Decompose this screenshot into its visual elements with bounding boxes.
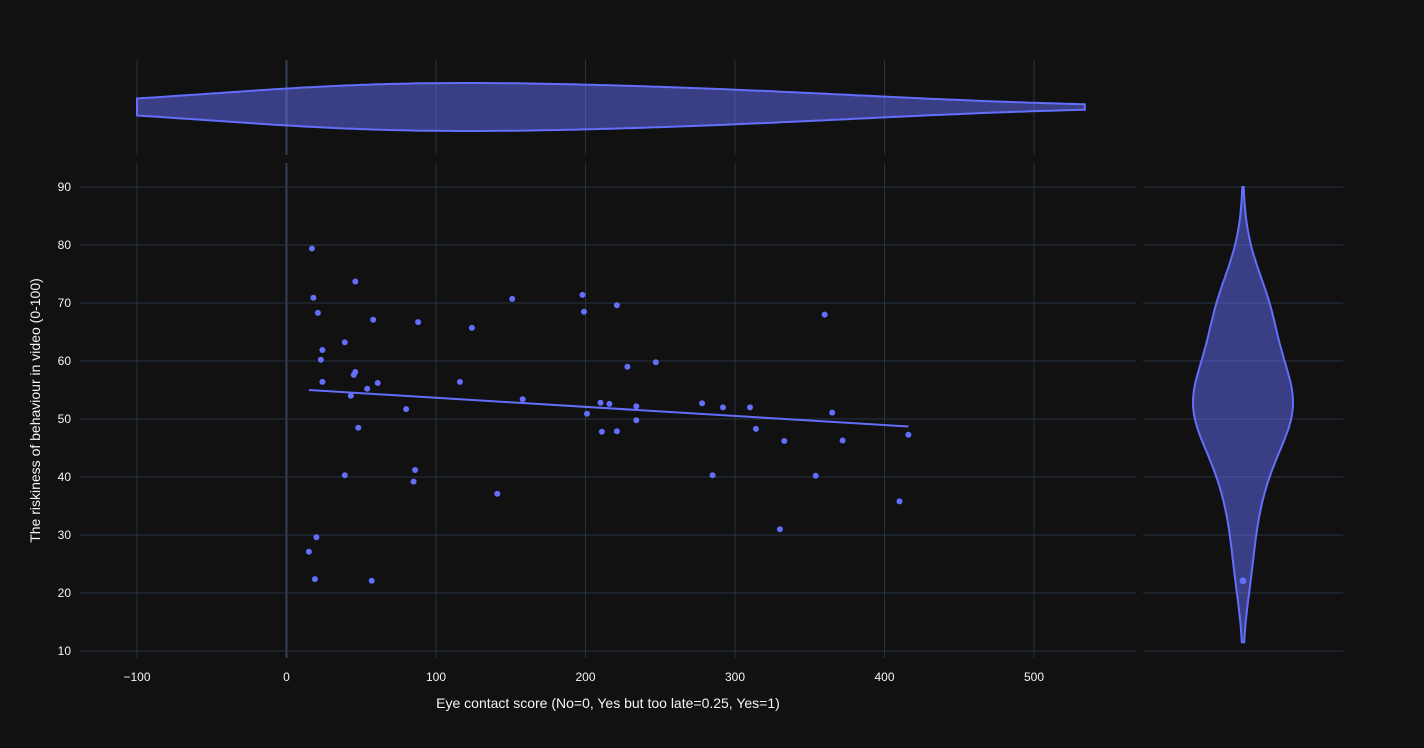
- scatter-point: [403, 406, 410, 413]
- scatter-points: [305, 245, 912, 584]
- scatter-point: [633, 403, 640, 410]
- scatter-point: [720, 404, 726, 411]
- scatter-point: [456, 378, 463, 385]
- scatter-point: [368, 577, 375, 584]
- scatter-point: [519, 396, 526, 403]
- scatter-point: [839, 437, 846, 444]
- y-tick-label: 90: [58, 180, 72, 194]
- scatter-point: [812, 472, 819, 479]
- x-axis-title: Eye contact score (No=0, Yes but too lat…: [436, 695, 780, 711]
- x-tick-label: 500: [1024, 670, 1044, 684]
- x-tick-label: −100: [123, 670, 150, 684]
- scatter-point: [355, 424, 362, 431]
- y-tick-label: 30: [58, 528, 72, 542]
- scatter-point: [652, 359, 659, 366]
- scatter-point: [896, 498, 903, 505]
- y-tick-label: 60: [58, 354, 72, 368]
- scatter-point: [613, 428, 620, 435]
- scatter-point: [584, 410, 590, 417]
- y-marginal-violin-shape: [1192, 186, 1294, 644]
- scatter-point: [347, 392, 354, 399]
- scatter-point: [579, 291, 586, 298]
- scatter-point: [905, 431, 912, 438]
- scatter-point: [319, 347, 326, 353]
- scatter-point: [597, 399, 604, 406]
- scatter-point: [598, 428, 605, 435]
- scatter-point: [613, 302, 620, 309]
- y-marginal-outlier-point: [1239, 577, 1247, 585]
- scatter-point: [752, 425, 759, 432]
- scatter-point: [494, 490, 501, 497]
- scatter-point: [606, 400, 613, 407]
- scatter-point: [633, 417, 640, 424]
- trendline-layer: [308, 389, 909, 428]
- tick-labels: −100 0 100 200 300 400 500 10 20 30 40 50 60 70 80 90: [58, 180, 1045, 684]
- scatter-point: [310, 294, 317, 301]
- scatter-point: [776, 526, 783, 533]
- scatter-point: [305, 548, 312, 555]
- scatter-point: [581, 308, 587, 315]
- scatter-point: [468, 324, 475, 331]
- scatter-point: [624, 363, 631, 370]
- scatter-point: [374, 380, 381, 386]
- y-tick-label: 40: [58, 470, 72, 484]
- scatter-point: [709, 472, 716, 479]
- trendline: [308, 389, 909, 428]
- scatter-point: [509, 295, 516, 302]
- scatter-point: [370, 316, 377, 323]
- scatter-point: [350, 371, 357, 378]
- scatter-point: [415, 319, 422, 326]
- y-marginal-violin: [1192, 186, 1294, 644]
- scatter-point: [699, 400, 706, 407]
- y-tick-label: 10: [58, 644, 72, 658]
- y-axis-title: The riskiness of behaviour in video (0-1…: [27, 278, 43, 543]
- y-tick-label: 50: [58, 412, 72, 426]
- x-tick-label: 0: [283, 670, 290, 684]
- scatter-point: [412, 467, 419, 473]
- scatter-point: [319, 378, 326, 385]
- scatter-point: [317, 356, 324, 363]
- scatter-point: [821, 311, 828, 318]
- scatter-point: [308, 245, 315, 252]
- scatter-point: [341, 472, 348, 479]
- scatter-point: [410, 478, 417, 485]
- scatter-point: [314, 309, 321, 316]
- x-tick-label: 400: [874, 670, 894, 684]
- x-marginal-violin-shape: [136, 82, 1086, 132]
- scatter-point: [313, 534, 320, 541]
- scatter-point: [829, 409, 836, 416]
- scatter-point: [311, 576, 318, 583]
- scatter-point: [747, 404, 753, 411]
- y-tick-label: 20: [58, 586, 72, 600]
- x-tick-label: 200: [575, 670, 595, 684]
- y-tick-label: 70: [58, 296, 72, 310]
- x-marginal-violin: [136, 82, 1086, 132]
- x-tick-label: 300: [725, 670, 745, 684]
- y-tick-label: 80: [58, 238, 72, 252]
- scatter-point: [364, 385, 371, 392]
- scatter-point: [781, 438, 788, 444]
- scatter-point: [352, 278, 359, 285]
- x-tick-label: 100: [426, 670, 446, 684]
- scatter-point: [341, 339, 348, 346]
